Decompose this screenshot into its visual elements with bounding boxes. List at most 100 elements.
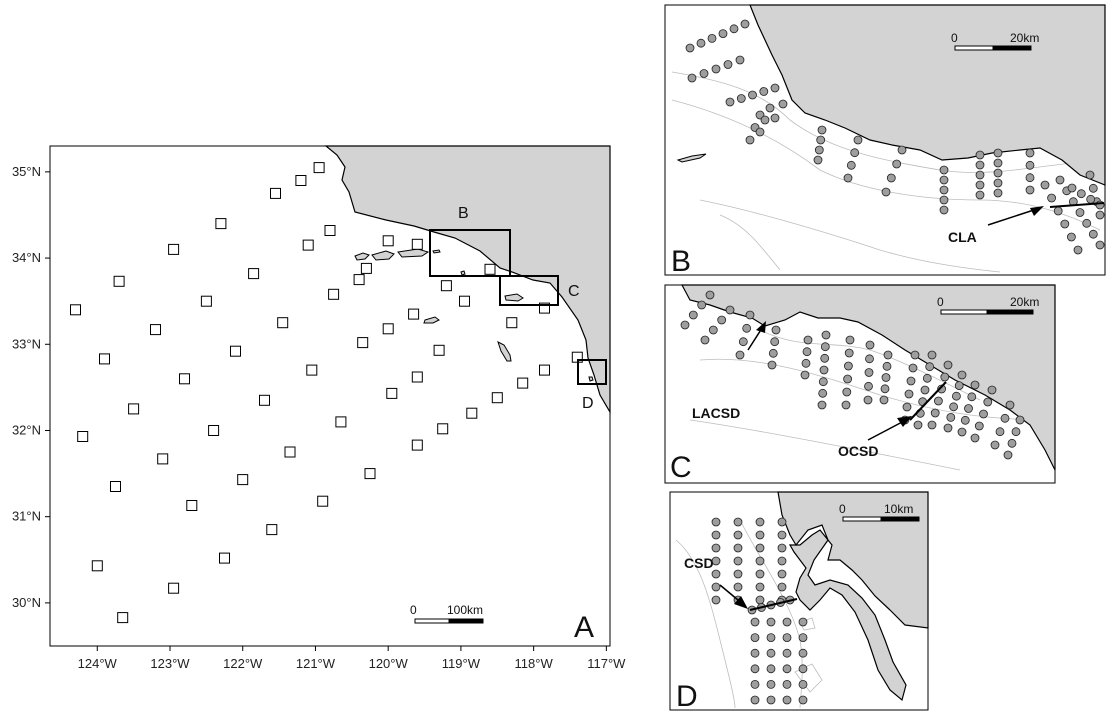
scale-b-distance: 20km — [1010, 31, 1039, 45]
station-point — [777, 582, 787, 592]
station-point — [850, 148, 860, 158]
station-point — [766, 648, 776, 658]
panel-d-contour-1 — [675, 539, 736, 709]
station-point — [1095, 240, 1105, 250]
csd-arrowhead — [734, 596, 748, 609]
station-point — [766, 680, 776, 689]
station-point — [766, 617, 776, 627]
station-point — [745, 310, 755, 320]
station-point — [975, 190, 985, 200]
island-san-miguel — [354, 252, 370, 261]
lon-tick-label: 118°W — [515, 656, 554, 671]
scale-b-zero: 0 — [951, 31, 958, 45]
station-point — [927, 350, 937, 360]
station-point — [943, 423, 953, 433]
station-point — [729, 24, 739, 34]
station-point — [733, 530, 743, 540]
station-square — [386, 387, 398, 399]
inset-box-d[interactable] — [577, 359, 607, 385]
lat-tick-label: 34°N — [12, 250, 41, 265]
panel-b-map: CLA 0 20km B — [664, 4, 1106, 278]
station-square — [517, 377, 529, 389]
lacsd-arrowhead — [756, 321, 766, 333]
station-point — [802, 347, 812, 357]
station-point — [750, 633, 760, 642]
station-point — [778, 99, 788, 109]
station-point — [975, 180, 985, 190]
station-point — [949, 402, 958, 412]
station-point — [798, 648, 808, 658]
panel-b-island — [676, 153, 707, 163]
station-point — [927, 420, 937, 430]
station-point — [766, 695, 776, 705]
latitude-axis: 35°N 34°N 33°N 32°N 31°N 30°N — [12, 164, 50, 610]
station-point — [990, 440, 1000, 450]
station-point — [957, 427, 967, 437]
station-point — [883, 350, 893, 360]
station-point — [1000, 413, 1010, 423]
station-point — [735, 350, 745, 360]
station-point — [964, 404, 973, 413]
station-point — [943, 360, 953, 370]
station-point — [880, 384, 890, 394]
station-point — [801, 358, 811, 368]
station-point — [1015, 415, 1025, 425]
scale-d-zero: 0 — [839, 502, 846, 516]
lon-tick-label: 123°W — [150, 656, 190, 671]
station-point — [1095, 210, 1105, 220]
station-point — [1025, 173, 1035, 183]
station-point — [803, 335, 813, 345]
cla-arrow — [987, 207, 1041, 226]
station-point — [843, 173, 853, 183]
station-square — [411, 371, 423, 383]
island-catalina — [504, 293, 524, 302]
station-point — [1025, 160, 1035, 170]
ocsd-arrowhead — [897, 416, 912, 427]
lat-tick-label: 31°N — [12, 509, 41, 524]
station-point — [755, 127, 765, 137]
station-point — [892, 159, 902, 169]
station-point — [987, 385, 997, 395]
station-square — [302, 239, 314, 251]
scale-c-distance: 20km — [1010, 295, 1039, 309]
lat-tick-label: 30°N — [12, 595, 41, 610]
lon-tick-label: 124°W — [78, 656, 118, 671]
station-point — [1088, 183, 1098, 193]
panel-d-contour-2 — [739, 519, 803, 709]
station-square — [200, 295, 212, 307]
lacsd-label: LACSD — [692, 405, 740, 421]
panel-b-contour-1 — [671, 71, 1101, 173]
station-point — [922, 373, 932, 383]
station-point — [750, 648, 760, 658]
lat-tick-label: 33°N — [12, 336, 41, 351]
station-point — [970, 433, 980, 443]
station-point — [760, 115, 770, 125]
station-point — [975, 170, 985, 180]
panel-c-label: C — [670, 451, 692, 484]
station-point — [1003, 450, 1013, 460]
inset-label-c: C — [568, 283, 580, 300]
station-point — [766, 664, 776, 674]
inset-box-c[interactable] — [499, 275, 559, 306]
station-square — [113, 275, 125, 287]
station-point — [882, 361, 892, 371]
station-point — [1055, 175, 1065, 185]
station-point — [782, 617, 792, 627]
station-point — [766, 633, 776, 642]
panel-c-stations — [680, 290, 1025, 460]
station-point — [967, 392, 977, 402]
panel-b-label: B — [671, 245, 691, 278]
ocsd-label: OCSD — [838, 443, 878, 459]
station-point — [777, 517, 787, 527]
island-coronado — [588, 376, 594, 382]
station-point — [974, 421, 984, 431]
station-square — [411, 439, 423, 451]
station-point — [770, 83, 780, 93]
panel-c-coast — [681, 284, 1056, 471]
inset-box-b[interactable] — [429, 229, 511, 277]
calcofi-station-grid — [70, 162, 583, 624]
station-point — [844, 348, 854, 358]
station-square — [382, 323, 394, 335]
scale-c-zero: 0 — [937, 295, 944, 309]
station-point — [920, 385, 930, 395]
